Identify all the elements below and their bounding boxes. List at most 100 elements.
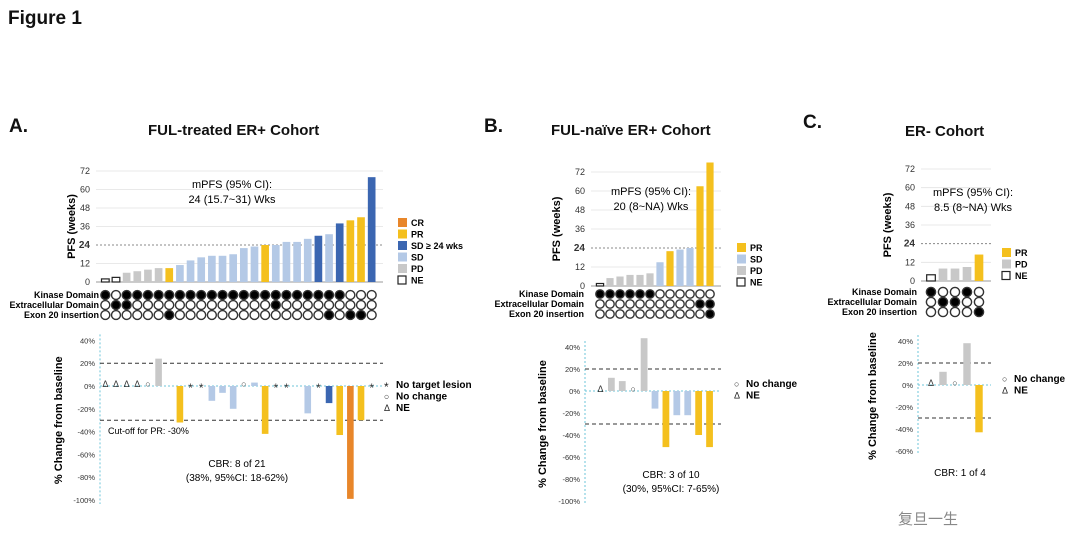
- pfs-tick-label-a: 72: [80, 166, 90, 176]
- mutation-dot-filled-a: [100, 289, 111, 301]
- pfs-tick-label-c: 24: [904, 239, 916, 250]
- change-marker-a: Δ: [124, 379, 130, 389]
- pfs-bar-a: [165, 268, 174, 282]
- change-bar-a: [325, 386, 333, 404]
- mutation-dot-empty-a: [110, 289, 122, 301]
- pfs-tick-label-b: 36: [575, 224, 585, 234]
- mutation-dot-filled-a: [185, 289, 196, 301]
- pfs-bar-a: [325, 234, 333, 282]
- pfs-bar-b: [646, 273, 654, 286]
- mutation-dot-empty-b: [645, 299, 655, 309]
- mutation-dot-empty-b: [695, 289, 705, 299]
- mutation-dot-empty-a: [355, 299, 367, 311]
- change-y-axis-label-a: % Change from baseline: [53, 356, 65, 484]
- legend-label-c: NE: [1015, 271, 1028, 281]
- legend-swatch-b: [737, 243, 746, 252]
- pfs-tick-label-a: 36: [80, 222, 90, 232]
- marker-legend-symbol-c: ○: [1002, 374, 1007, 384]
- mutation-dot-empty-b: [655, 289, 665, 299]
- mutation-dot-empty-c: [937, 286, 949, 298]
- mutation-dot-empty-a: [334, 299, 345, 311]
- mutation-dot-empty-a: [100, 299, 111, 311]
- pfs-bar-b: [595, 282, 605, 287]
- change-tick-label-c: 20%: [898, 359, 913, 368]
- mutation-dot-empty-b: [605, 299, 615, 309]
- mutation-dot-filled-a: [291, 289, 303, 301]
- pfs-bar-a: [133, 271, 142, 282]
- mutation-dot-empty-c: [949, 286, 961, 298]
- mutation-dot-empty-a: [206, 309, 218, 321]
- mutation-dot-empty-a: [132, 309, 143, 321]
- pfs-bar-a: [176, 265, 184, 282]
- marker-legend-label-b: NE: [746, 391, 760, 402]
- pfs-bar-a: [293, 241, 301, 282]
- mutation-dot-empty-a: [132, 299, 143, 311]
- legend-swatch-a: [397, 275, 407, 285]
- mutation-dot-empty-a: [366, 289, 377, 301]
- mpfs-annotation-a: mPFS (95% CI):: [192, 179, 272, 191]
- pfs-bar-b: [656, 262, 664, 286]
- change-bar-b: [607, 377, 615, 391]
- change-tick-label-b: -100%: [558, 497, 580, 506]
- mutation-dot-empty-b: [615, 309, 625, 319]
- pfs-tick-label-b: 48: [575, 205, 585, 215]
- change-marker-a: *: [199, 381, 204, 395]
- panel-b-letter: B.: [484, 116, 503, 137]
- mutation-row-label-c: Extracellular Domain: [827, 297, 917, 307]
- change-tick-label-b: -20%: [562, 409, 580, 418]
- mutation-dot-filled-a: [174, 289, 186, 301]
- mutation-dot-filled-a: [227, 289, 239, 301]
- mutation-dot-empty-a: [174, 299, 186, 311]
- pfs-bar-c: [950, 268, 960, 281]
- mutation-dot-empty-a: [302, 299, 313, 311]
- pfs-tick-label-c: 12: [905, 257, 915, 267]
- pfs-bar-b: [606, 278, 614, 286]
- pfs-tick-label-c: 48: [905, 201, 915, 211]
- mutation-dot-empty-a: [366, 299, 377, 311]
- legend-label-c: PR: [1015, 248, 1028, 258]
- mutation-dot-filled-a: [196, 289, 207, 301]
- change-tick-label-b: 20%: [565, 365, 580, 374]
- mutation-dot-empty-b: [655, 309, 665, 319]
- legend-label-a: SD: [411, 253, 424, 263]
- pfs-tick-label-b: 12: [575, 262, 585, 272]
- mpfs-annotation-a: 24 (15.7~31) Wks: [188, 194, 276, 206]
- change-bar-a: [336, 386, 344, 436]
- mutation-dot-filled-c: [925, 286, 937, 298]
- mutation-dot-empty-a: [110, 309, 122, 321]
- pfs-bar-b: [636, 274, 644, 286]
- mutation-dot-empty-a: [323, 299, 335, 311]
- pfs-bar-c: [962, 267, 972, 281]
- pfs-tick-label-c: 0: [910, 276, 915, 286]
- mutation-row-label-a: Exon 20 insertion: [24, 310, 99, 320]
- mutation-dot-empty-a: [227, 309, 239, 321]
- pfs-tick-label-c: 72: [905, 164, 915, 174]
- mutation-dot-empty-b: [595, 309, 605, 319]
- pfs-tick-label-c: 36: [905, 220, 915, 230]
- mutation-dot-empty-b: [625, 299, 635, 309]
- mutation-dot-empty-a: [334, 309, 345, 321]
- change-bar-b: [618, 381, 626, 391]
- change-bar-a: [219, 386, 226, 393]
- pfs-tick-label-a: 0: [85, 277, 90, 287]
- pfs-bar-a: [271, 245, 280, 282]
- cbr-text-c: CBR: 1 of 4: [934, 468, 986, 479]
- mutation-dot-filled-a: [238, 289, 250, 301]
- change-marker-b: Δ: [597, 384, 603, 394]
- mutation-dot-filled-a: [164, 289, 175, 301]
- legend-label-b: NE: [750, 278, 763, 288]
- change-tick-label-a: -80%: [77, 473, 95, 482]
- change-tick-label-a: 40%: [80, 336, 95, 345]
- mutation-dot-empty-a: [291, 299, 303, 311]
- mutation-dot-filled-a: [121, 299, 132, 311]
- change-tick-label-a: 0%: [84, 382, 95, 391]
- mutation-dot-empty-a: [196, 309, 207, 321]
- figure-title: Figure 1: [8, 8, 82, 29]
- change-bar-a: [208, 386, 216, 401]
- legend-swatch-a: [398, 218, 407, 227]
- marker-legend-label-a: No target lesion: [396, 380, 472, 391]
- mutation-dot-empty-a: [217, 299, 228, 311]
- legend-swatch-a: [398, 229, 407, 239]
- mutation-dot-empty-b: [705, 289, 715, 299]
- mutation-dot-filled-a: [110, 299, 122, 311]
